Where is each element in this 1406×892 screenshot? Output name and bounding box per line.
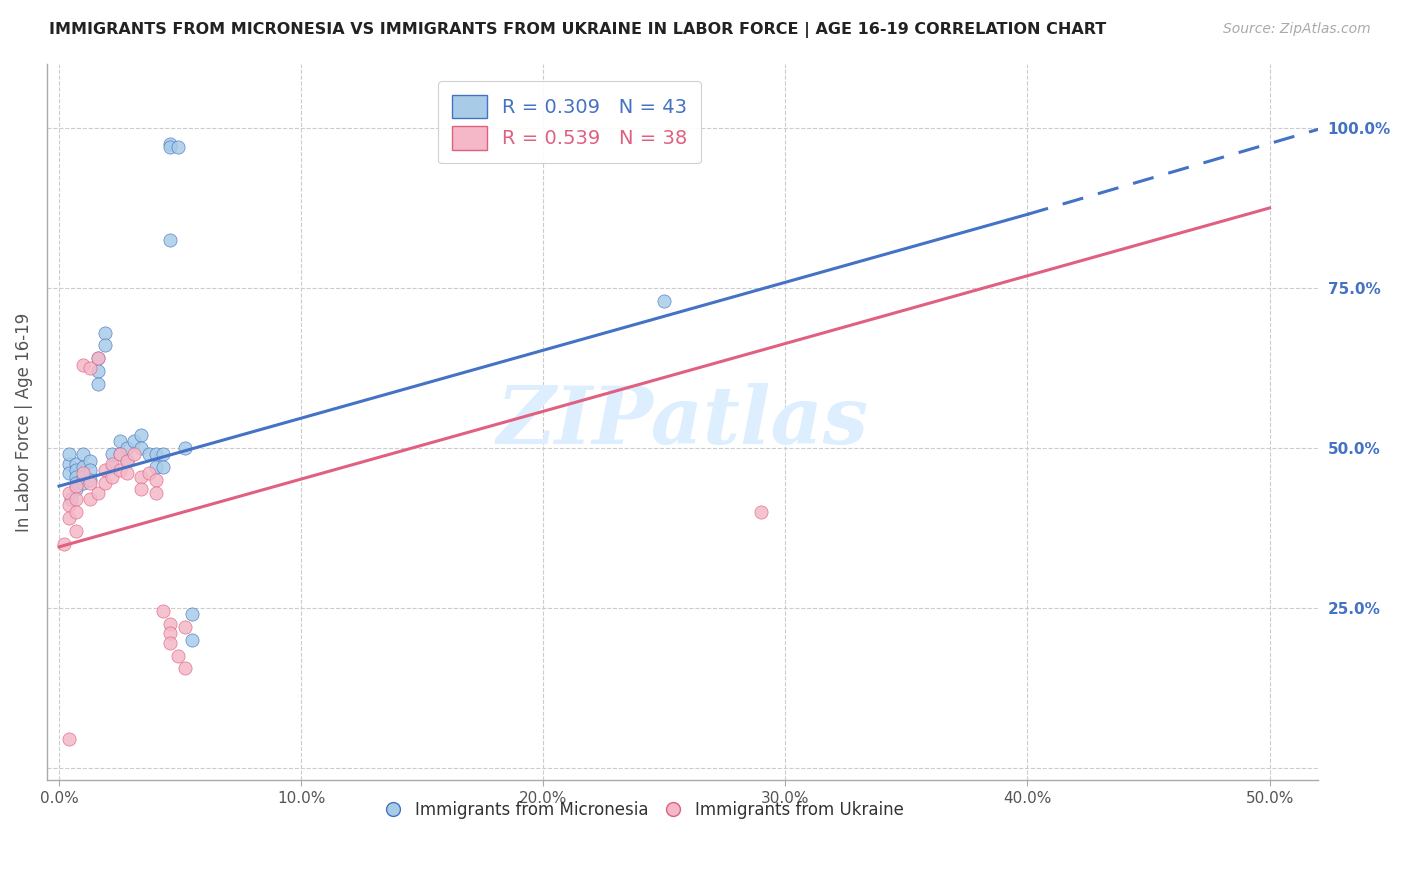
Point — [65, 475, 87, 490]
Point — [174, 620, 197, 634]
Text: Source: ZipAtlas.com: Source: ZipAtlas.com — [1223, 22, 1371, 37]
Point — [87, 485, 110, 500]
Point — [60, 491, 83, 506]
Point — [79, 475, 101, 490]
Point — [152, 459, 174, 474]
Point — [138, 467, 160, 481]
Point — [65, 483, 87, 497]
Point — [94, 338, 117, 352]
Point — [159, 636, 181, 650]
Y-axis label: In Labor Force | Age 16-19: In Labor Force | Age 16-19 — [15, 312, 32, 532]
Point — [122, 434, 145, 449]
Point — [101, 459, 124, 474]
Point — [115, 453, 138, 467]
Point — [79, 463, 101, 477]
Point — [108, 434, 131, 449]
Point — [58, 498, 80, 512]
Point — [58, 467, 80, 481]
Point — [72, 469, 94, 483]
Point — [174, 661, 197, 675]
Point — [159, 626, 181, 640]
Point — [749, 505, 772, 519]
Point — [159, 136, 181, 151]
Point — [87, 376, 110, 391]
Point — [72, 459, 94, 474]
Point — [108, 447, 131, 461]
Point — [145, 459, 167, 474]
Point — [65, 469, 87, 483]
Point — [65, 463, 87, 477]
Point — [72, 358, 94, 372]
Text: IMMIGRANTS FROM MICRONESIA VS IMMIGRANTS FROM UKRAINE IN LABOR FORCE | AGE 16-19: IMMIGRANTS FROM MICRONESIA VS IMMIGRANTS… — [49, 22, 1107, 38]
Point — [58, 447, 80, 461]
Point — [87, 351, 110, 366]
Point — [101, 457, 124, 471]
Point — [181, 607, 204, 621]
Point — [159, 616, 181, 631]
Point — [94, 463, 117, 477]
Point — [52, 537, 75, 551]
Point — [152, 447, 174, 461]
Point — [87, 351, 110, 366]
Point — [65, 457, 87, 471]
Point — [108, 463, 131, 477]
Point — [58, 485, 80, 500]
Point — [166, 140, 188, 154]
Point — [131, 428, 153, 442]
Point — [79, 491, 101, 506]
Point — [115, 467, 138, 481]
Point — [79, 360, 101, 375]
Point — [65, 524, 87, 538]
Point — [101, 469, 124, 483]
Point — [115, 453, 138, 467]
Point — [145, 485, 167, 500]
Point — [652, 293, 675, 308]
Point — [94, 475, 117, 490]
Point — [166, 648, 188, 663]
Point — [145, 447, 167, 461]
Point — [87, 364, 110, 378]
Point — [159, 140, 181, 154]
Point — [79, 473, 101, 487]
Point — [174, 441, 197, 455]
Point — [122, 447, 145, 461]
Point — [101, 447, 124, 461]
Point — [131, 469, 153, 483]
Point — [58, 731, 80, 746]
Point — [94, 326, 117, 340]
Point — [115, 441, 138, 455]
Point — [138, 447, 160, 461]
Legend: Immigrants from Micronesia, Immigrants from Ukraine: Immigrants from Micronesia, Immigrants f… — [378, 795, 911, 826]
Point — [72, 467, 94, 481]
Point — [65, 505, 87, 519]
Point — [159, 233, 181, 247]
Point — [58, 457, 80, 471]
Point — [181, 632, 204, 647]
Point — [108, 447, 131, 461]
Point — [131, 483, 153, 497]
Point — [79, 453, 101, 467]
Text: ZIPatlas: ZIPatlas — [496, 384, 869, 461]
Point — [72, 475, 94, 490]
Point — [152, 604, 174, 618]
Point — [131, 441, 153, 455]
Point — [72, 447, 94, 461]
Point — [145, 473, 167, 487]
Point — [58, 511, 80, 525]
Point — [65, 491, 87, 506]
Point — [65, 479, 87, 493]
